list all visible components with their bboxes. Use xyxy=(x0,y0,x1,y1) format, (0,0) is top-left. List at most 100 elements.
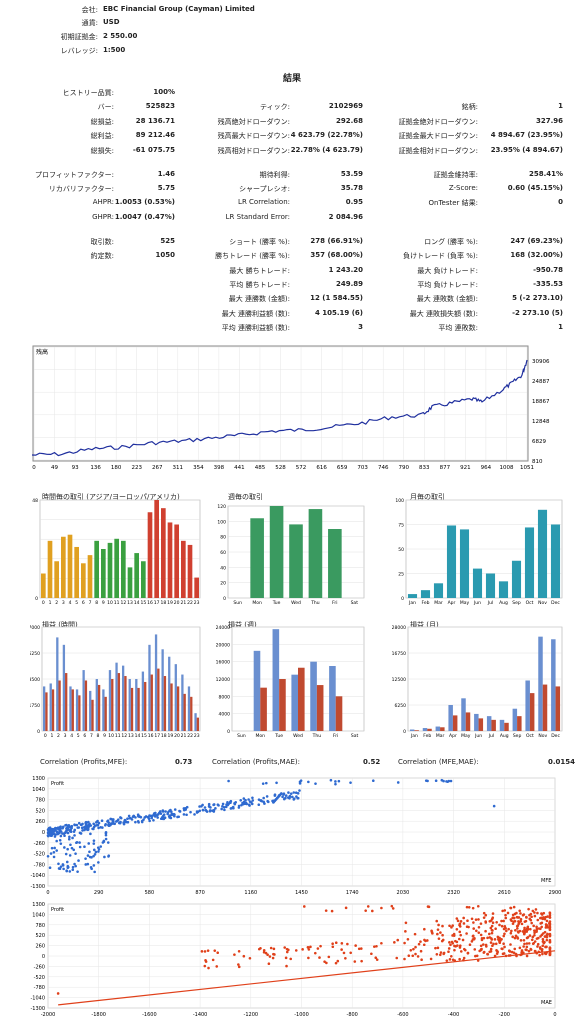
stat-label: ショート (勝率 %): xyxy=(229,238,290,246)
scatter-point xyxy=(349,951,352,955)
bar xyxy=(67,534,73,598)
scatter-point xyxy=(102,839,106,843)
scatter-point xyxy=(513,936,517,940)
balance-x-tick: 441 xyxy=(234,465,245,471)
scatter-point xyxy=(353,960,357,963)
bar xyxy=(167,522,173,598)
deposit-label: 初期証拠金: xyxy=(60,33,98,41)
stat-value: 100% xyxy=(153,88,175,96)
scatter-point xyxy=(84,823,88,826)
scatter-point xyxy=(204,958,207,962)
scatter-point xyxy=(86,854,90,857)
scatter-point xyxy=(176,815,179,819)
scatter-point xyxy=(416,955,420,958)
x-tick: Jun xyxy=(474,733,482,739)
scatter-point xyxy=(531,935,535,939)
scatter-point xyxy=(262,949,266,952)
stat-value: 1.46 xyxy=(157,170,175,178)
bar xyxy=(150,674,153,731)
y-tick: 260 xyxy=(35,944,45,950)
x-tick: -1200 xyxy=(244,1012,259,1018)
scatter-point xyxy=(49,833,52,836)
scatter-point xyxy=(203,950,207,953)
y-tick: 0 xyxy=(227,729,230,735)
stat-label: 残高相対ドローダウン: xyxy=(217,147,290,155)
x-tick: 1 xyxy=(49,600,52,606)
stat-value: 525823 xyxy=(145,102,175,110)
scatter-point xyxy=(152,818,155,822)
scatter-point xyxy=(484,913,488,917)
scatter-point xyxy=(215,965,219,968)
scatter-point xyxy=(64,852,68,856)
scatter-point xyxy=(504,929,508,933)
stat-label: LR Correlation: xyxy=(238,198,290,206)
x-tick: Wed xyxy=(291,600,301,606)
x-tick: Sun xyxy=(233,600,242,606)
y-tick: 0 xyxy=(403,729,406,735)
scatter-point xyxy=(225,803,228,806)
bar xyxy=(537,509,548,598)
bar xyxy=(550,524,561,598)
scatter-point xyxy=(477,925,481,929)
scatter-point xyxy=(440,778,444,782)
bar xyxy=(108,670,112,731)
scatter-point xyxy=(118,821,121,825)
y-tick: -520 xyxy=(34,975,45,981)
scatter-point xyxy=(491,921,495,925)
scatter-point xyxy=(342,951,346,955)
scatter-point xyxy=(435,919,439,923)
bar xyxy=(250,518,264,598)
x-tick: 19 xyxy=(168,733,174,739)
bar xyxy=(58,680,61,731)
bar xyxy=(517,716,522,731)
scatter-point xyxy=(482,943,485,946)
stat-value: 1.0047 (0.47%) xyxy=(114,213,175,221)
stat-value: 3 xyxy=(358,323,363,331)
scatter-point xyxy=(542,916,545,919)
stat-value: 258.41% xyxy=(528,170,563,178)
stat-value: -950.78 xyxy=(533,266,563,274)
stat-value: 249.89 xyxy=(335,280,363,288)
scatter-point xyxy=(533,929,536,932)
x-tick: -1800 xyxy=(91,1012,106,1018)
scatter-point xyxy=(239,798,243,802)
stat-label: 残高最大ドローダウン: xyxy=(217,132,290,140)
month-profit-title: 損益 (月) xyxy=(410,621,439,629)
x-tick: Oct xyxy=(526,733,534,739)
scatter-point xyxy=(307,780,310,784)
bar xyxy=(61,536,66,598)
scatter-point xyxy=(267,962,271,966)
scatter-point xyxy=(450,926,453,929)
scatter-point xyxy=(327,955,331,959)
leverage-label: レバレッジ: xyxy=(60,47,98,55)
scatter-point xyxy=(458,946,462,949)
balance-x-tick: 136 xyxy=(90,465,101,471)
x-tick: Jan xyxy=(410,733,418,739)
stat-value: 4 623.79 (22.78%) xyxy=(290,131,363,139)
scatter-point xyxy=(162,813,166,816)
x-tick: Oct xyxy=(526,600,534,606)
scatter-point xyxy=(458,930,462,934)
bar xyxy=(42,686,46,731)
weekday-chart-title: 週毎の取引 xyxy=(228,493,263,501)
scatter-point xyxy=(491,929,494,932)
scatter-point xyxy=(493,938,497,941)
scatter-point xyxy=(80,826,84,829)
scatter-point xyxy=(265,795,269,798)
scatter-point xyxy=(419,940,422,943)
bar xyxy=(148,644,151,731)
bar xyxy=(56,637,59,731)
scatter-point xyxy=(471,934,475,938)
stat-value: 2102969 xyxy=(328,102,363,110)
scatter-point xyxy=(334,941,338,945)
scatter-point xyxy=(237,804,241,808)
scatter-point xyxy=(285,964,288,968)
scatter-point xyxy=(522,938,526,942)
stat-value: -2 273.10 (5) xyxy=(512,309,563,317)
scatter-point xyxy=(434,946,437,950)
x-tick: Tue xyxy=(272,600,281,606)
scatter-point xyxy=(137,815,141,818)
scatter-point xyxy=(413,932,417,936)
scatter-point xyxy=(70,826,73,830)
scatter-point xyxy=(490,938,494,941)
